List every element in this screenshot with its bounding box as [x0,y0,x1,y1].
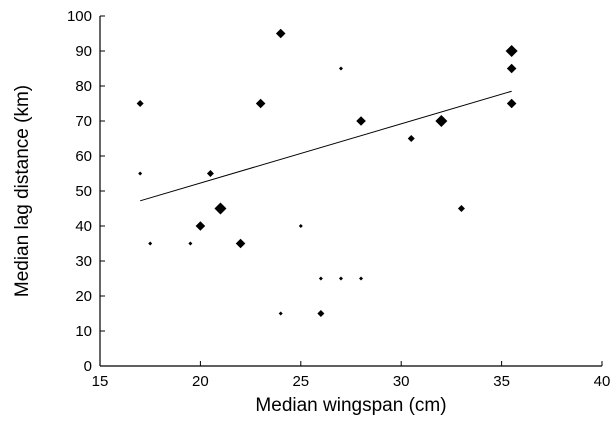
axes: 15 20 25 30 35 40 0 10 20 30 40 50 60 70 80 90 100 [67,8,610,390]
data-point [255,98,266,109]
y-tick-label: 80 [75,78,92,95]
y-tick-label: 90 [75,43,92,60]
trendline [140,90,512,202]
data-point [338,66,343,71]
labels-layer: Median wingspan (cm) Median lag distance… [12,85,447,416]
data-point [195,221,206,231]
y-tick-label: 100 [67,8,92,25]
y-axis-title: Median lag distance (km) [12,85,33,297]
y-tick-label: 20 [75,288,92,305]
x-tick-label: 25 [292,373,309,390]
x-axis-title: Median wingspan (cm) [255,395,446,416]
data-point [505,45,518,57]
y-tick-label: 60 [75,148,92,165]
y-tick-label: 50 [75,183,92,200]
data-point [136,100,144,107]
data-point [206,170,214,177]
data-point [457,205,465,212]
trendline-layer [140,90,512,202]
points-layer [136,28,518,317]
data-point [435,115,448,127]
y-tick-label: 40 [75,218,92,235]
y-tick-label: 0 [84,358,92,375]
data-point [188,241,193,246]
x-tick-label: 40 [594,373,611,390]
data-point [298,224,303,228]
data-point [275,28,286,39]
x-tick-label: 35 [493,373,510,390]
data-point [138,171,143,176]
data-point [235,238,246,249]
data-point [214,202,227,215]
x-tick-label: 20 [192,373,209,390]
data-point [506,63,517,74]
y-tick-label: 30 [75,253,92,270]
data-point [356,116,366,126]
data-point [359,276,364,281]
y-tick-label: 70 [75,113,92,130]
data-point [338,276,343,281]
data-point [148,241,153,246]
data-point [317,310,325,317]
data-point [407,135,415,142]
x-tick-label: 30 [393,373,410,390]
data-point [318,276,323,281]
data-point [278,311,283,316]
y-tick-label: 10 [75,323,92,340]
data-point [506,98,517,109]
x-tick-label: 15 [92,373,109,390]
